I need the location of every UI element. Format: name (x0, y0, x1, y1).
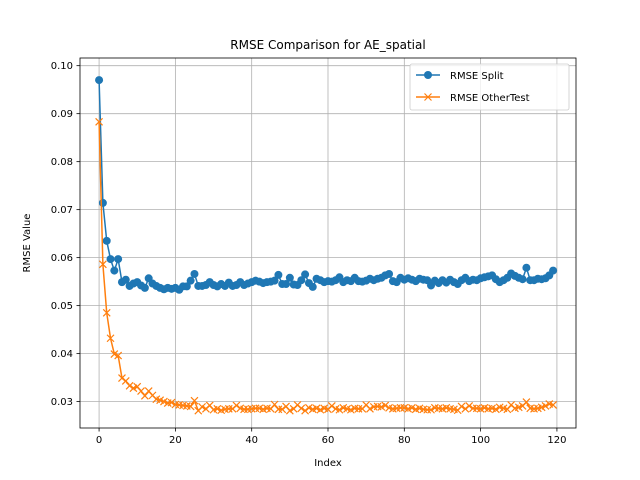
data-point (95, 76, 104, 85)
data-point (274, 270, 283, 279)
x-tick-label: 40 (245, 435, 258, 446)
data-point (465, 401, 474, 410)
data-point (140, 391, 149, 400)
y-tick-label: 0.06 (51, 253, 73, 264)
data-point (457, 402, 466, 411)
data-point (381, 401, 390, 410)
chart-title: RMSE Comparison for AE_spatial (230, 38, 425, 52)
series-rmse-split (95, 76, 558, 294)
data-point (385, 269, 394, 278)
data-point (285, 406, 294, 415)
x-tick-label: 100 (471, 435, 490, 446)
data-point (102, 236, 111, 245)
x-tick-label: 120 (547, 435, 566, 446)
data-point (270, 400, 279, 409)
data-point (140, 283, 149, 292)
data-point (121, 377, 130, 385)
data-point (167, 398, 176, 407)
data-point (285, 273, 294, 282)
data-point (114, 351, 123, 360)
data-point (327, 401, 336, 410)
data-point (491, 405, 500, 414)
x-axis-label: Index (314, 458, 342, 469)
x-tick-label: 80 (398, 435, 411, 446)
data-point (335, 405, 344, 414)
legend: RMSE Split RMSE OtherTest (409, 63, 570, 111)
data-point (190, 269, 199, 278)
data-point (461, 404, 470, 413)
data-point (95, 117, 104, 126)
data-point (182, 282, 191, 291)
data-point (549, 266, 558, 275)
x-tick-label: 0 (96, 435, 102, 446)
y-axis-label: RMSE Value (22, 214, 33, 273)
data-point (114, 255, 123, 264)
axis-ticks: 0 20 40 60 80 100 120 0.03 0.04 0.05 0.06 0.07 0.08 0… (51, 61, 567, 446)
data-point (110, 266, 119, 275)
data-point (198, 402, 207, 411)
data-point (541, 401, 550, 410)
data-point (190, 396, 199, 405)
data-point (518, 275, 527, 284)
data-point (427, 405, 435, 414)
data-point (186, 276, 195, 285)
data-point (297, 404, 306, 413)
legend-marker-split (424, 71, 432, 79)
data-point (125, 381, 134, 390)
legend-box (409, 63, 570, 111)
y-tick-label: 0.05 (51, 301, 73, 312)
data-point (106, 334, 115, 343)
data-point (282, 280, 291, 289)
data-series (95, 76, 558, 415)
data-point (251, 404, 260, 413)
legend-label-split: RMSE Split (450, 71, 504, 82)
data-point (270, 276, 279, 285)
series-rmse-othertest (95, 117, 558, 415)
legend-label-othertest: RMSE OtherTest (450, 93, 530, 104)
data-point (522, 263, 531, 272)
data-point (102, 308, 111, 317)
data-point (301, 406, 310, 415)
data-point (106, 255, 115, 264)
data-point (278, 405, 287, 414)
data-point (186, 402, 195, 411)
y-tick-label: 0.10 (51, 61, 73, 72)
data-point (301, 270, 310, 279)
data-point (308, 282, 317, 291)
data-point (137, 387, 145, 395)
data-point (366, 404, 374, 413)
y-tick-label: 0.09 (51, 109, 73, 120)
y-tick-label: 0.07 (51, 205, 73, 216)
legend-marker-othertest (424, 93, 432, 101)
y-tick-label: 0.03 (51, 397, 73, 408)
data-point (522, 398, 531, 407)
x-tick-label: 60 (322, 435, 335, 446)
x-tick-label: 20 (169, 435, 182, 446)
data-point (549, 401, 558, 409)
data-point (118, 374, 126, 383)
data-point (98, 198, 107, 207)
y-tick-label: 0.08 (51, 157, 73, 168)
data-point (232, 401, 241, 410)
data-point (297, 276, 306, 285)
y-tick-label: 0.04 (51, 349, 73, 360)
data-point (98, 260, 107, 269)
data-point (121, 275, 130, 284)
